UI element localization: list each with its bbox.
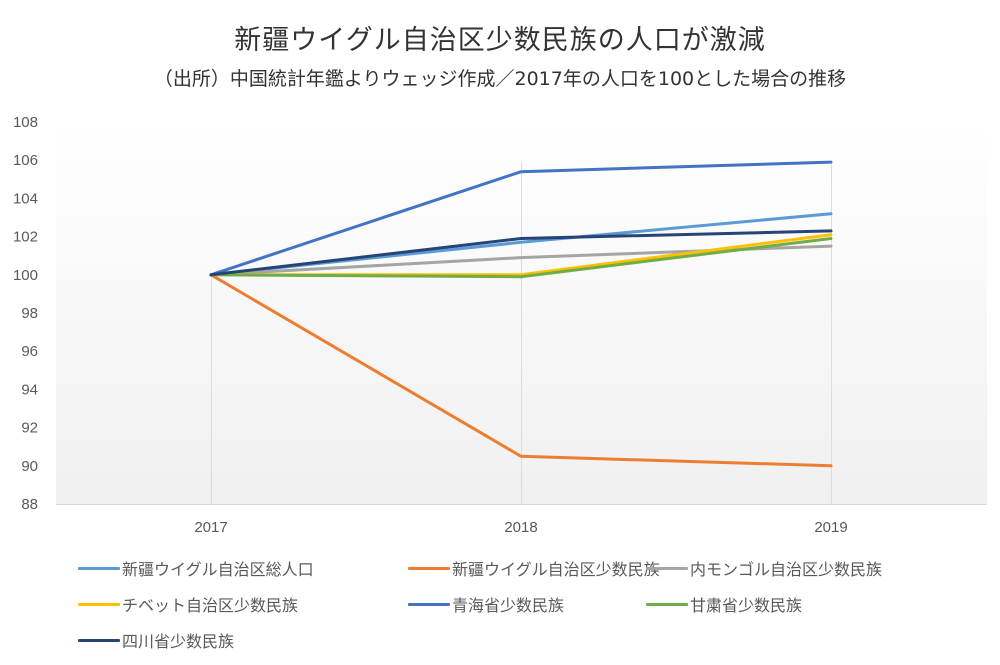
legend-label: 四川省少数民族 bbox=[122, 632, 235, 651]
legend-swatch bbox=[646, 566, 688, 570]
legend-swatch bbox=[646, 602, 688, 606]
legend-item: チベット自治区少数民族 bbox=[78, 592, 298, 616]
legend-swatch bbox=[408, 566, 450, 570]
legend-swatch bbox=[408, 602, 450, 606]
x-axis-ticks: 2017 2018 2019 bbox=[194, 519, 847, 536]
legend-swatch bbox=[78, 566, 120, 570]
legend-item: 新疆ウイグル自治区少数民族 bbox=[408, 556, 660, 580]
series-lines bbox=[209, 160, 833, 468]
y-tick-label: 108 bbox=[13, 114, 38, 131]
legend-item: 青海省少数民族 bbox=[408, 592, 564, 616]
y-tick-label: 102 bbox=[13, 229, 38, 246]
y-axis-ticks: 108 106 104 102 100 98 96 94 92 90 88 bbox=[13, 114, 38, 513]
legend-swatch bbox=[78, 602, 120, 606]
y-tick-label: 92 bbox=[21, 420, 38, 437]
chart-title: 新疆ウイグル自治区少数民族の人口が激減 bbox=[234, 25, 766, 56]
y-tick-label: 100 bbox=[13, 267, 38, 284]
legend-label: 内モンゴル自治区少数民族 bbox=[690, 560, 883, 579]
vertical-gridlines bbox=[211, 162, 832, 504]
legend-item: 甘粛省少数民族 bbox=[646, 592, 802, 616]
x-tick-label: 2017 bbox=[194, 519, 227, 536]
legend-label: 新疆ウイグル自治区総人口 bbox=[122, 560, 314, 579]
series-line-5 bbox=[209, 237, 833, 279]
series-line-1 bbox=[209, 273, 833, 468]
y-tick-label: 94 bbox=[21, 381, 38, 398]
y-tick-label: 96 bbox=[21, 343, 38, 360]
legend-swatch bbox=[78, 638, 120, 642]
legend-label: 青海省少数民族 bbox=[452, 596, 565, 615]
series-line-4 bbox=[209, 160, 833, 277]
legend-item: 新疆ウイグル自治区総人口 bbox=[78, 556, 314, 580]
x-tick-label: 2019 bbox=[814, 519, 847, 536]
series-line-6 bbox=[209, 229, 833, 277]
y-tick-label: 106 bbox=[13, 152, 38, 169]
y-tick-label: 88 bbox=[21, 496, 38, 513]
legend-item: 内モンゴル自治区少数民族 bbox=[646, 556, 882, 580]
legend-label: チベット自治区少数民族 bbox=[122, 596, 299, 615]
y-tick-label: 98 bbox=[21, 305, 38, 322]
x-tick-label: 2018 bbox=[504, 519, 537, 536]
legend-item: 四川省少数民族 bbox=[78, 628, 234, 652]
legend-label: 甘粛省少数民族 bbox=[690, 596, 803, 615]
chart-subtitle: （出所）中国統計年鑑よりウェッジ作成／2017年の人口を100とした場合の推移 bbox=[153, 68, 847, 90]
legend-label: 新疆ウイグル自治区少数民族 bbox=[452, 560, 660, 579]
y-tick-label: 90 bbox=[21, 458, 38, 475]
y-tick-label: 104 bbox=[13, 190, 38, 207]
